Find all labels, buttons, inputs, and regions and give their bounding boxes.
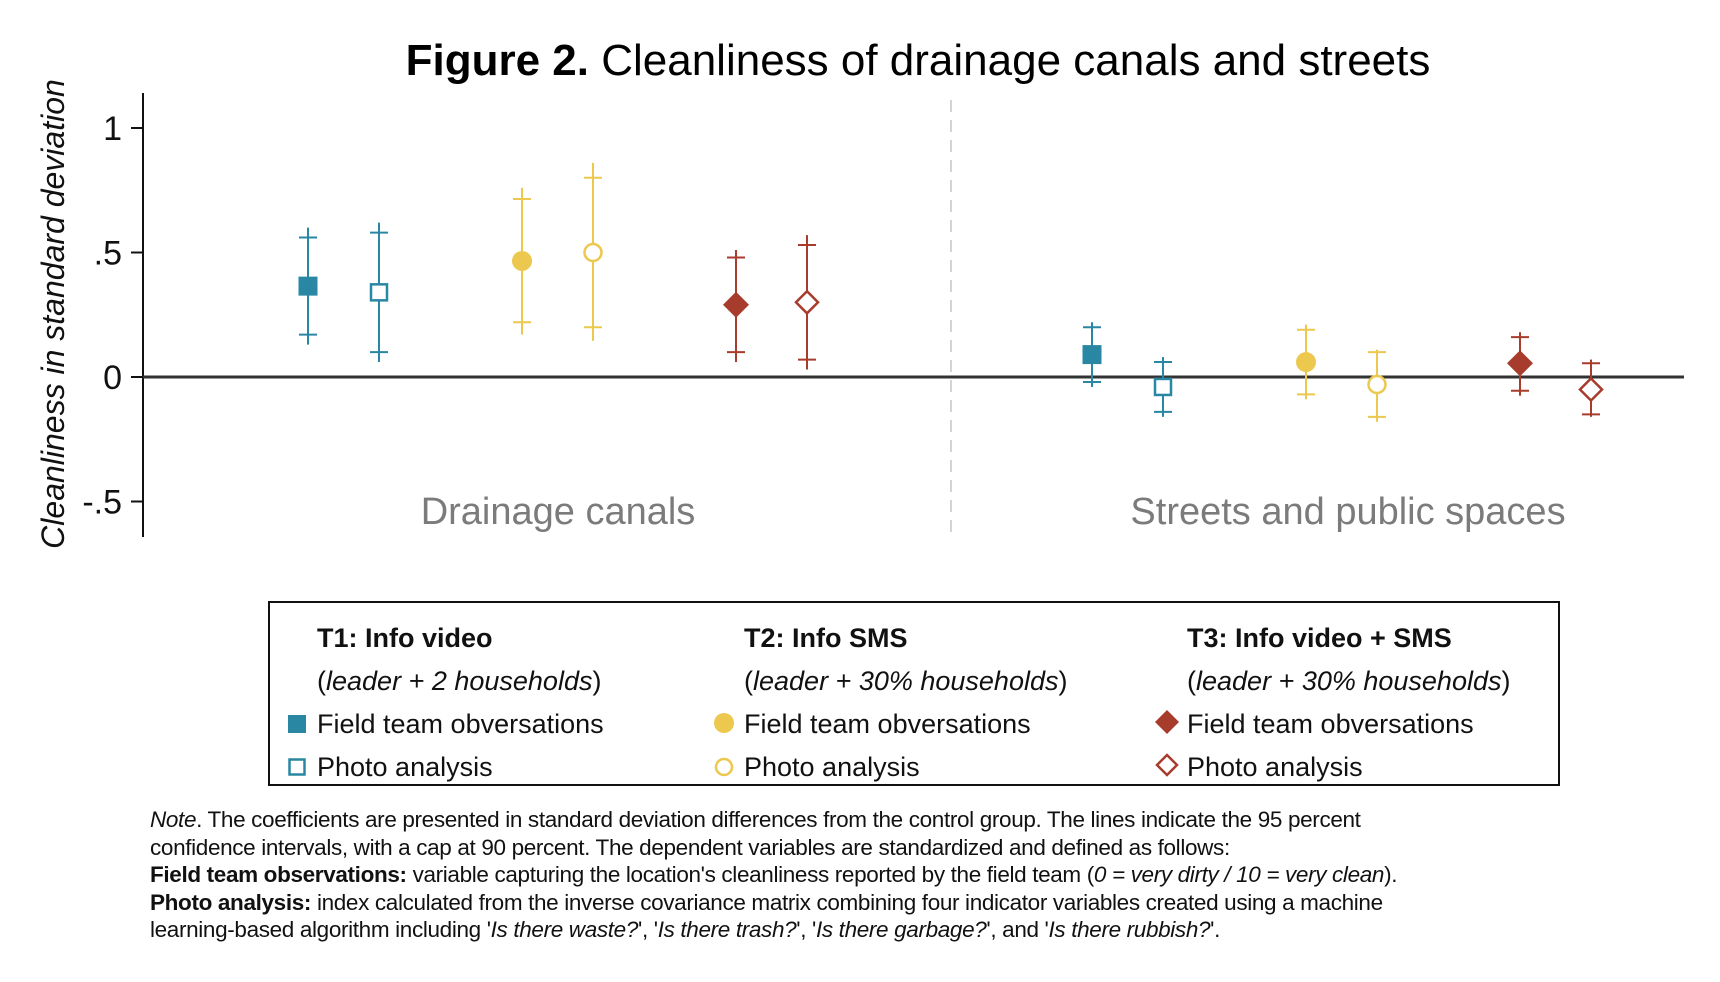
note-label: Note [150,807,197,832]
circle-marker [1296,352,1316,373]
note-question: Is there waste? [490,917,639,942]
paren-close: ) [1501,666,1511,696]
note-term-photo: Photo analysis: [150,889,312,915]
data-point-t1-photo [369,222,389,363]
note-text: . The coefficients are presented in stan… [196,807,1361,832]
y-tick-label: -.5 [82,484,122,522]
legend-item-field: Field team obversations [714,703,1067,746]
panel-label-streets: Streets and public spaces [1130,491,1565,533]
square-marker [298,276,318,296]
note-text: ). [1384,862,1398,887]
data-point-t1-field [298,227,318,345]
y-axis-label: Cleanliness in standard deviation [35,79,71,549]
circle-marker [583,242,603,263]
paren-open: ( [317,666,326,696]
legend-subheading-text: leader + 30% households [1196,666,1502,696]
paren-close: ) [592,666,602,696]
note-text: index calculated from the inverse covari… [311,889,1383,915]
square-marker [1153,377,1173,397]
note-line-3: Field team observations: variable captur… [150,861,1720,889]
note-question: Is there trash? [657,917,797,942]
legend-item-photo: Photo analysis [714,746,1067,789]
note-line-1: Note. The coefficients are presented in … [150,806,1720,834]
chart: Figure 2. Cleanliness of drainage canals… [35,36,1684,549]
y-tick-label: 1 [103,110,122,148]
legend-item-label: Field team obversations [744,709,1031,739]
y-ticks: 1 .5 0 -.5 [82,110,143,522]
note-term-field: Field team observations: [150,862,407,887]
data-point-t3-field [723,250,749,363]
legend-item-field: Field team obversations [288,703,604,746]
hollow-square-icon [288,758,306,776]
note-line-4: Photo analysis: index calculated from th… [150,889,1720,917]
legend: T1: Info video (leader + 2 households) F… [268,601,1560,786]
filled-square-icon [288,715,306,733]
note-text: learning-based algorithm including ' [150,917,491,942]
note-text: ', and ' [986,917,1049,942]
legend-item-label: Field team obversations [1187,709,1474,739]
note-text: ', ' [796,917,816,942]
note-question: Is there rubbish? [1048,917,1211,942]
legend-item-label: Field team obversations [317,709,604,739]
data-point-t3-photo [794,235,820,370]
legend-item-photo: Photo analysis [288,746,604,789]
hollow-circle-icon [714,757,734,777]
panel-label-drainage-canals: Drainage canals [421,491,696,533]
chart-title-bold: Figure 2. [406,36,589,85]
chart-title-rest: Cleanliness of drainage canals and stree… [589,36,1430,85]
note-text: variable capturing the location's cleanl… [406,862,1095,887]
legend-heading: T1: Info video [317,623,493,653]
legend-item-label: Photo analysis [1187,752,1363,782]
square-marker [369,283,389,302]
data-point-t3-photo [1578,359,1604,417]
legend-subheading-text: leader + 2 households [326,666,593,696]
chart-marks [298,162,1604,422]
legend-group-t2: T2: Info SMS (leader + 30% households) F… [714,617,1067,789]
y-tick-label: .5 [94,235,122,273]
legend-group-t1: T1: Info video (leader + 2 households) F… [288,617,604,789]
filled-diamond-icon [1155,710,1179,734]
diamond-marker [723,291,749,318]
filled-circle-icon [714,713,734,733]
note-line-5: learning-based algorithm including 'Is t… [150,916,1720,944]
data-point-t3-field [1507,332,1533,396]
circle-marker [512,250,532,271]
diamond-marker [794,289,820,316]
chart-title: Figure 2. Cleanliness of drainage canals… [406,36,1431,85]
data-point-t2-field [512,187,532,335]
square-marker [1082,345,1102,365]
legend-item-photo: Photo analysis [1155,746,1510,789]
figure-notes: Note. The coefficients are presented in … [150,806,1720,944]
note-question: Is there garbage? [815,917,987,942]
data-point-t2-photo [1367,349,1387,422]
diamond-marker [1578,376,1604,403]
y-tick-label: 0 [103,359,122,397]
legend-subheading: (leader + 30% households) [1187,660,1510,703]
note-scale: 0 = very dirty / 10 = very clean [1093,862,1385,887]
hollow-diamond-icon [1155,753,1179,777]
data-point-t1-field [1082,322,1102,387]
note-text: ', ' [638,917,658,942]
legend-item-field: Field team obversations [1155,703,1510,746]
legend-group-t3: T3: Info video + SMS (leader + 30% house… [1155,617,1510,789]
diamond-marker [1507,350,1533,377]
legend-subheading: (leader + 2 households) [317,660,604,703]
data-point-t2-field [1296,324,1316,400]
data-point-t1-photo [1153,357,1173,417]
paren-open: ( [1187,666,1196,696]
paren-open: ( [744,666,753,696]
circle-marker [1367,374,1387,395]
paren-close: ) [1058,666,1068,696]
legend-item-label: Photo analysis [744,752,920,782]
legend-heading: T2: Info SMS [744,623,908,653]
legend-subheading-text: leader + 30% households [753,666,1059,696]
note-line-2: confidence intervals, with a cap at 90 p… [150,834,1230,860]
data-point-t2-photo [583,162,603,341]
note-text: '. [1210,917,1221,942]
legend-item-label: Photo analysis [317,752,493,782]
legend-subheading: (leader + 30% households) [744,660,1067,703]
legend-heading: T3: Info video + SMS [1187,623,1452,653]
